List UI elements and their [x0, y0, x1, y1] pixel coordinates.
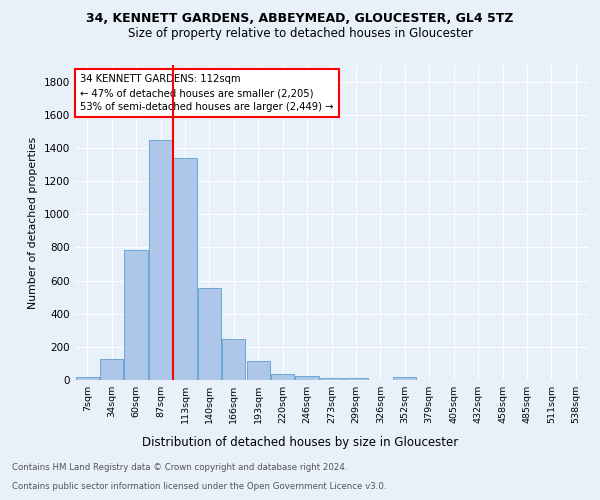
- Bar: [100, 359, 123, 380]
- Bar: [271, 374, 294, 380]
- Text: Contains public sector information licensed under the Open Government Licence v3: Contains public sector information licen…: [12, 482, 386, 491]
- Text: Distribution of detached houses by size in Gloucester: Distribution of detached houses by size …: [142, 436, 458, 449]
- Bar: [222, 340, 245, 380]
- Bar: [198, 288, 221, 380]
- Bar: [393, 376, 416, 380]
- Text: Size of property relative to detached houses in Gloucester: Size of property relative to detached ho…: [128, 28, 473, 40]
- Bar: [173, 158, 197, 380]
- Bar: [295, 376, 319, 380]
- Bar: [124, 250, 148, 380]
- Text: Contains HM Land Registry data © Crown copyright and database right 2024.: Contains HM Land Registry data © Crown c…: [12, 464, 347, 472]
- Text: 34, KENNETT GARDENS, ABBEYMEAD, GLOUCESTER, GL4 5TZ: 34, KENNETT GARDENS, ABBEYMEAD, GLOUCEST…: [86, 12, 514, 26]
- Bar: [320, 378, 343, 380]
- Bar: [247, 362, 270, 380]
- Bar: [344, 378, 368, 380]
- Text: 34 KENNETT GARDENS: 112sqm
← 47% of detached houses are smaller (2,205)
53% of s: 34 KENNETT GARDENS: 112sqm ← 47% of deta…: [80, 74, 334, 112]
- Y-axis label: Number of detached properties: Number of detached properties: [28, 136, 38, 308]
- Bar: [149, 140, 172, 380]
- Bar: [76, 376, 99, 380]
